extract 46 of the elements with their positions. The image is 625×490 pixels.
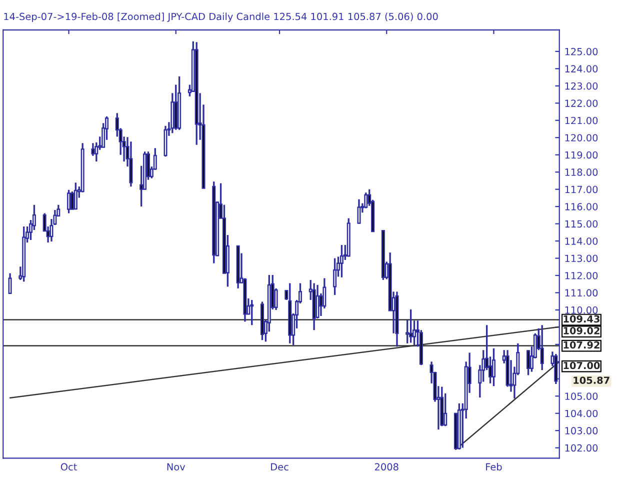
ref-line-label: 109.43 [564,315,600,323]
y-tick-label: 125.00 [565,48,598,56]
candlestick [70,190,74,210]
x-tick-label: Dec [271,463,288,471]
candlestick [8,272,12,294]
y-tick-label: 119.00 [565,151,598,159]
y-tick-label: 103.00 [565,427,598,434]
y-tick-label: 105.00 [565,392,598,400]
y-tick-label: 115.00 [565,220,598,228]
candlestick [129,140,133,188]
y-tick-label: 104.00 [565,410,598,418]
y-tick-label: 121.00 [565,116,598,124]
candlestick [409,308,413,344]
data-label: 107.00 [564,362,600,370]
y-tick-label: 111.00 [565,289,598,297]
candlestick [67,188,71,214]
candlestick [250,299,254,326]
y-tick-label: 114.00 [565,237,598,245]
data-label: 109.02 [564,327,600,334]
x-tick-label: Feb [486,463,502,471]
candlestick [340,244,344,278]
y-tick-label: 123.00 [565,82,598,90]
x-tick-label: Nov [167,463,186,471]
y-tick-label: 116.00 [565,203,598,210]
y-tick-label: 118.00 [565,168,598,176]
candlestick [526,349,530,376]
candlestick [74,182,78,210]
candlestick [357,198,361,224]
y-tick-label: 110.00 [565,306,598,314]
y-tick-label: 120.00 [565,134,598,142]
y-tick-label: 112.00 [565,272,598,280]
candlestick [364,192,368,210]
x-tick-label: Oct [60,463,77,471]
annotation: 105.87 [574,376,610,384]
y-tick-label: 122.00 [565,100,598,107]
x-tick-label: 2008 [374,463,398,471]
chart-title: 14-Sep-07->19-Feb-08 [Zoomed] JPY-CAD Daily Candle 125.54 101.91 105.87 (5.06) 0.00 [4,12,438,22]
y-tick-label: 117.00 [565,186,598,194]
ref-line-label: 107.92 [564,341,600,349]
y-tick-label: 113.00 [565,254,598,262]
y-tick-label: 102.00 [565,444,598,452]
candlestick [540,324,544,371]
candlestick [333,257,337,296]
candlestick [444,392,448,427]
candlestick [492,348,496,387]
y-tick-label: 124.00 [565,65,598,72]
